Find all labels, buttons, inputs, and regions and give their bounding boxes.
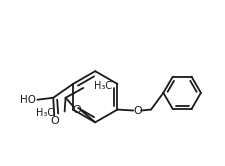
Text: H₃C: H₃C xyxy=(94,81,112,91)
Text: O: O xyxy=(72,105,81,115)
Text: O: O xyxy=(51,116,60,126)
Text: H₃C: H₃C xyxy=(36,109,54,119)
Text: O: O xyxy=(134,106,143,116)
Text: HO: HO xyxy=(20,95,36,105)
